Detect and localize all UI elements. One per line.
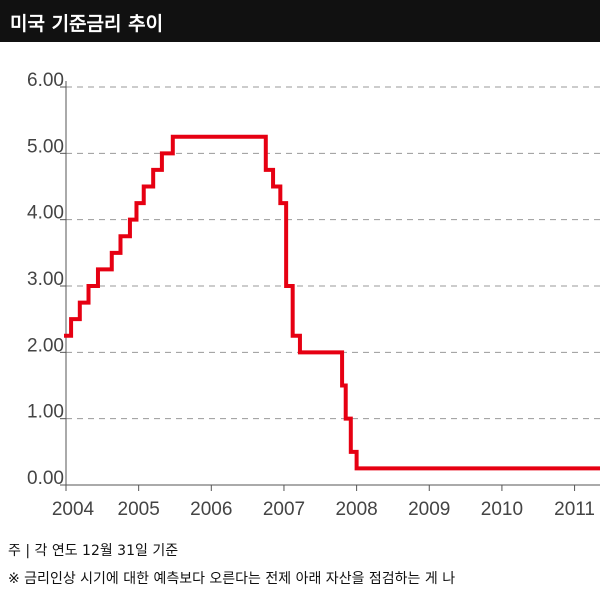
rate-chart: 0.001.002.003.004.005.006.00 2004 2005 200… [27, 70, 600, 520]
x-tick-label: 2011 [554, 499, 595, 520]
grid-lines [66, 86, 600, 420]
x-tick-label: 2006 [190, 499, 232, 520]
y-tick-label: 6.00 [27, 70, 64, 91]
x-tick-label: 2005 [118, 499, 160, 520]
footnote-note: 주 | 각 연도 12월 31일 기준 [8, 543, 179, 559]
x-tick-label: 2009 [408, 499, 450, 520]
title-bar: 미국 기준금리 추이 [0, 0, 600, 42]
footnote-remark: ※ 금리인상 시기에 대한 예측보다 오른다는 전제 아래 자산을 점검하는 게… [8, 571, 456, 587]
axes [60, 81, 600, 491]
y-tick-label: 5.00 [27, 136, 64, 157]
x-tick-label: 2004 [52, 499, 95, 520]
x-tick-label: 2007 [263, 499, 305, 520]
y-tick-label: 0.00 [27, 468, 64, 489]
y-tick-labels: 0.00 1.00 2.00 3.00 4.00 5.00 6.00 [27, 70, 64, 489]
y-tick-label: 2.00 [27, 335, 64, 356]
chart-title: 미국 기준금리 추이 [10, 13, 164, 35]
x-tick-label: 2010 [481, 499, 523, 520]
y-tick-label: 3.00 [27, 269, 64, 290]
y-tick-label: 4.00 [27, 203, 64, 224]
series-line-0 [64, 134, 600, 471]
x-tick-labels: 2004 2005 2006 2007 2008 2009 2010 2011 [52, 499, 595, 520]
y-tick-label: 1.00 [27, 402, 64, 423]
x-tick-label: 2008 [335, 499, 377, 520]
series-layer [64, 134, 600, 471]
